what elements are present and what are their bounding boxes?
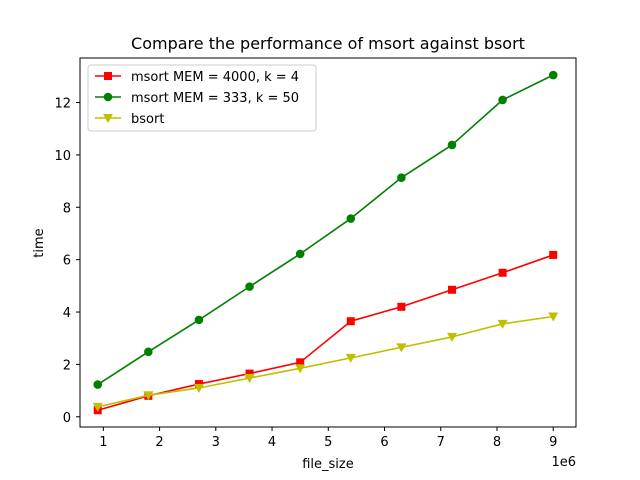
y-tick-label: 2 bbox=[63, 358, 71, 373]
series-line bbox=[97, 254, 554, 412]
series-3 bbox=[92, 312, 559, 412]
data-point bbox=[346, 317, 355, 326]
series-line bbox=[97, 74, 554, 386]
x-axis: 1 2 3 4 5 6 7 8 9 bbox=[99, 427, 557, 450]
legend-marker bbox=[104, 72, 112, 80]
x-axis-label: file_size bbox=[302, 457, 354, 472]
data-point bbox=[549, 250, 558, 259]
data-point bbox=[244, 374, 255, 384]
data-point bbox=[345, 353, 356, 363]
x-tick-label: 4 bbox=[268, 435, 276, 450]
x-axis-offset-label: 1e6 bbox=[551, 455, 576, 470]
data-point bbox=[144, 347, 153, 357]
data-point bbox=[396, 343, 407, 353]
x-tick-label: 9 bbox=[549, 435, 557, 450]
x-tick-label: 6 bbox=[380, 435, 388, 450]
legend-marker bbox=[103, 92, 113, 102]
data-point bbox=[447, 140, 457, 150]
data-point bbox=[193, 383, 204, 393]
chart-title: Compare the performance of msort against… bbox=[131, 34, 525, 53]
data-point bbox=[245, 282, 254, 291]
x-tick-label: 1 bbox=[99, 435, 107, 450]
data-point bbox=[296, 358, 305, 367]
data-point bbox=[245, 369, 254, 378]
legend-label: msort MEM = 333, k = 50 bbox=[131, 91, 299, 106]
data-point bbox=[143, 391, 154, 401]
y-tick-label: 6 bbox=[63, 254, 71, 269]
y-axis-label: time bbox=[32, 228, 47, 257]
series-2 bbox=[93, 70, 558, 389]
y-axis: 0 2 4 6 8 10 12 bbox=[54, 97, 80, 426]
x-tick-label: 3 bbox=[212, 435, 220, 450]
y-tick-label: 0 bbox=[63, 411, 71, 426]
data-point bbox=[548, 312, 559, 322]
y-tick-label: 8 bbox=[63, 201, 71, 216]
plot-area bbox=[92, 70, 559, 415]
data-point bbox=[92, 402, 103, 412]
legend-label: bsort bbox=[131, 112, 164, 127]
data-point bbox=[194, 315, 204, 325]
data-point bbox=[497, 319, 508, 329]
legend-item: msort MEM = 333, k = 50 bbox=[95, 91, 299, 106]
legend-marker bbox=[103, 114, 113, 123]
data-point bbox=[548, 70, 558, 80]
x-tick-label: 5 bbox=[324, 435, 332, 450]
data-point bbox=[346, 214, 356, 223]
legend-item: msort MEM = 4000, k = 4 bbox=[95, 70, 299, 85]
x-tick-label: 8 bbox=[493, 435, 501, 450]
data-point bbox=[295, 249, 305, 259]
y-tick-label: 10 bbox=[54, 149, 71, 164]
data-point bbox=[397, 302, 406, 311]
data-point bbox=[93, 380, 103, 389]
legend: msort MEM = 4000, k = 4 msort MEM = 333, … bbox=[87, 64, 317, 132]
x-tick-label: 7 bbox=[437, 435, 445, 450]
data-point bbox=[397, 173, 406, 182]
y-tick-label: 4 bbox=[63, 306, 71, 321]
y-tick-label: 12 bbox=[54, 97, 71, 112]
x-tick-label: 2 bbox=[155, 435, 163, 450]
data-point bbox=[498, 268, 507, 277]
series-line bbox=[97, 315, 554, 408]
data-point bbox=[448, 285, 456, 294]
data-point bbox=[295, 364, 306, 374]
data-point bbox=[498, 95, 507, 105]
legend-item: bsort bbox=[95, 112, 164, 127]
legend-box bbox=[87, 64, 317, 132]
legend-label: msort MEM = 4000, k = 4 bbox=[131, 70, 299, 85]
data-point bbox=[447, 332, 457, 342]
